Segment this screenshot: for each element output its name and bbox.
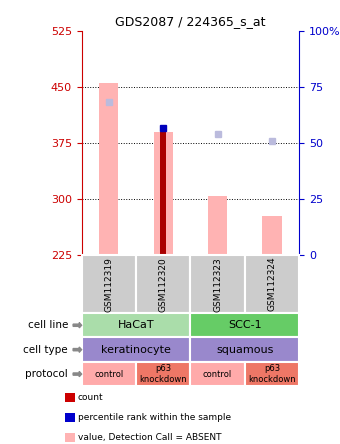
Text: squamous: squamous bbox=[216, 345, 273, 355]
Text: GSM112320: GSM112320 bbox=[159, 257, 168, 312]
Bar bbox=[262, 216, 282, 255]
Text: control: control bbox=[94, 369, 123, 379]
Text: GSM112323: GSM112323 bbox=[213, 257, 222, 312]
Text: p63
knockdown: p63 knockdown bbox=[248, 365, 296, 384]
Text: control: control bbox=[203, 369, 232, 379]
Text: count: count bbox=[78, 393, 103, 402]
Text: p63
knockdown: p63 knockdown bbox=[139, 365, 187, 384]
Text: GSM112319: GSM112319 bbox=[104, 257, 113, 312]
Text: protocol: protocol bbox=[25, 369, 68, 379]
Text: GSM112324: GSM112324 bbox=[268, 257, 276, 312]
Title: GDS2087 / 224365_s_at: GDS2087 / 224365_s_at bbox=[115, 16, 266, 28]
Bar bbox=[208, 195, 227, 255]
Text: keratinocyte: keratinocyte bbox=[101, 345, 171, 355]
Bar bbox=[154, 132, 173, 255]
Bar bbox=[99, 83, 118, 255]
Text: cell line: cell line bbox=[28, 320, 68, 330]
Bar bbox=[160, 132, 166, 255]
Text: value, Detection Call = ABSENT: value, Detection Call = ABSENT bbox=[78, 433, 221, 442]
Text: cell type: cell type bbox=[23, 345, 68, 355]
Text: SCC-1: SCC-1 bbox=[228, 320, 261, 330]
Text: HaCaT: HaCaT bbox=[118, 320, 154, 330]
Text: percentile rank within the sample: percentile rank within the sample bbox=[78, 413, 231, 422]
